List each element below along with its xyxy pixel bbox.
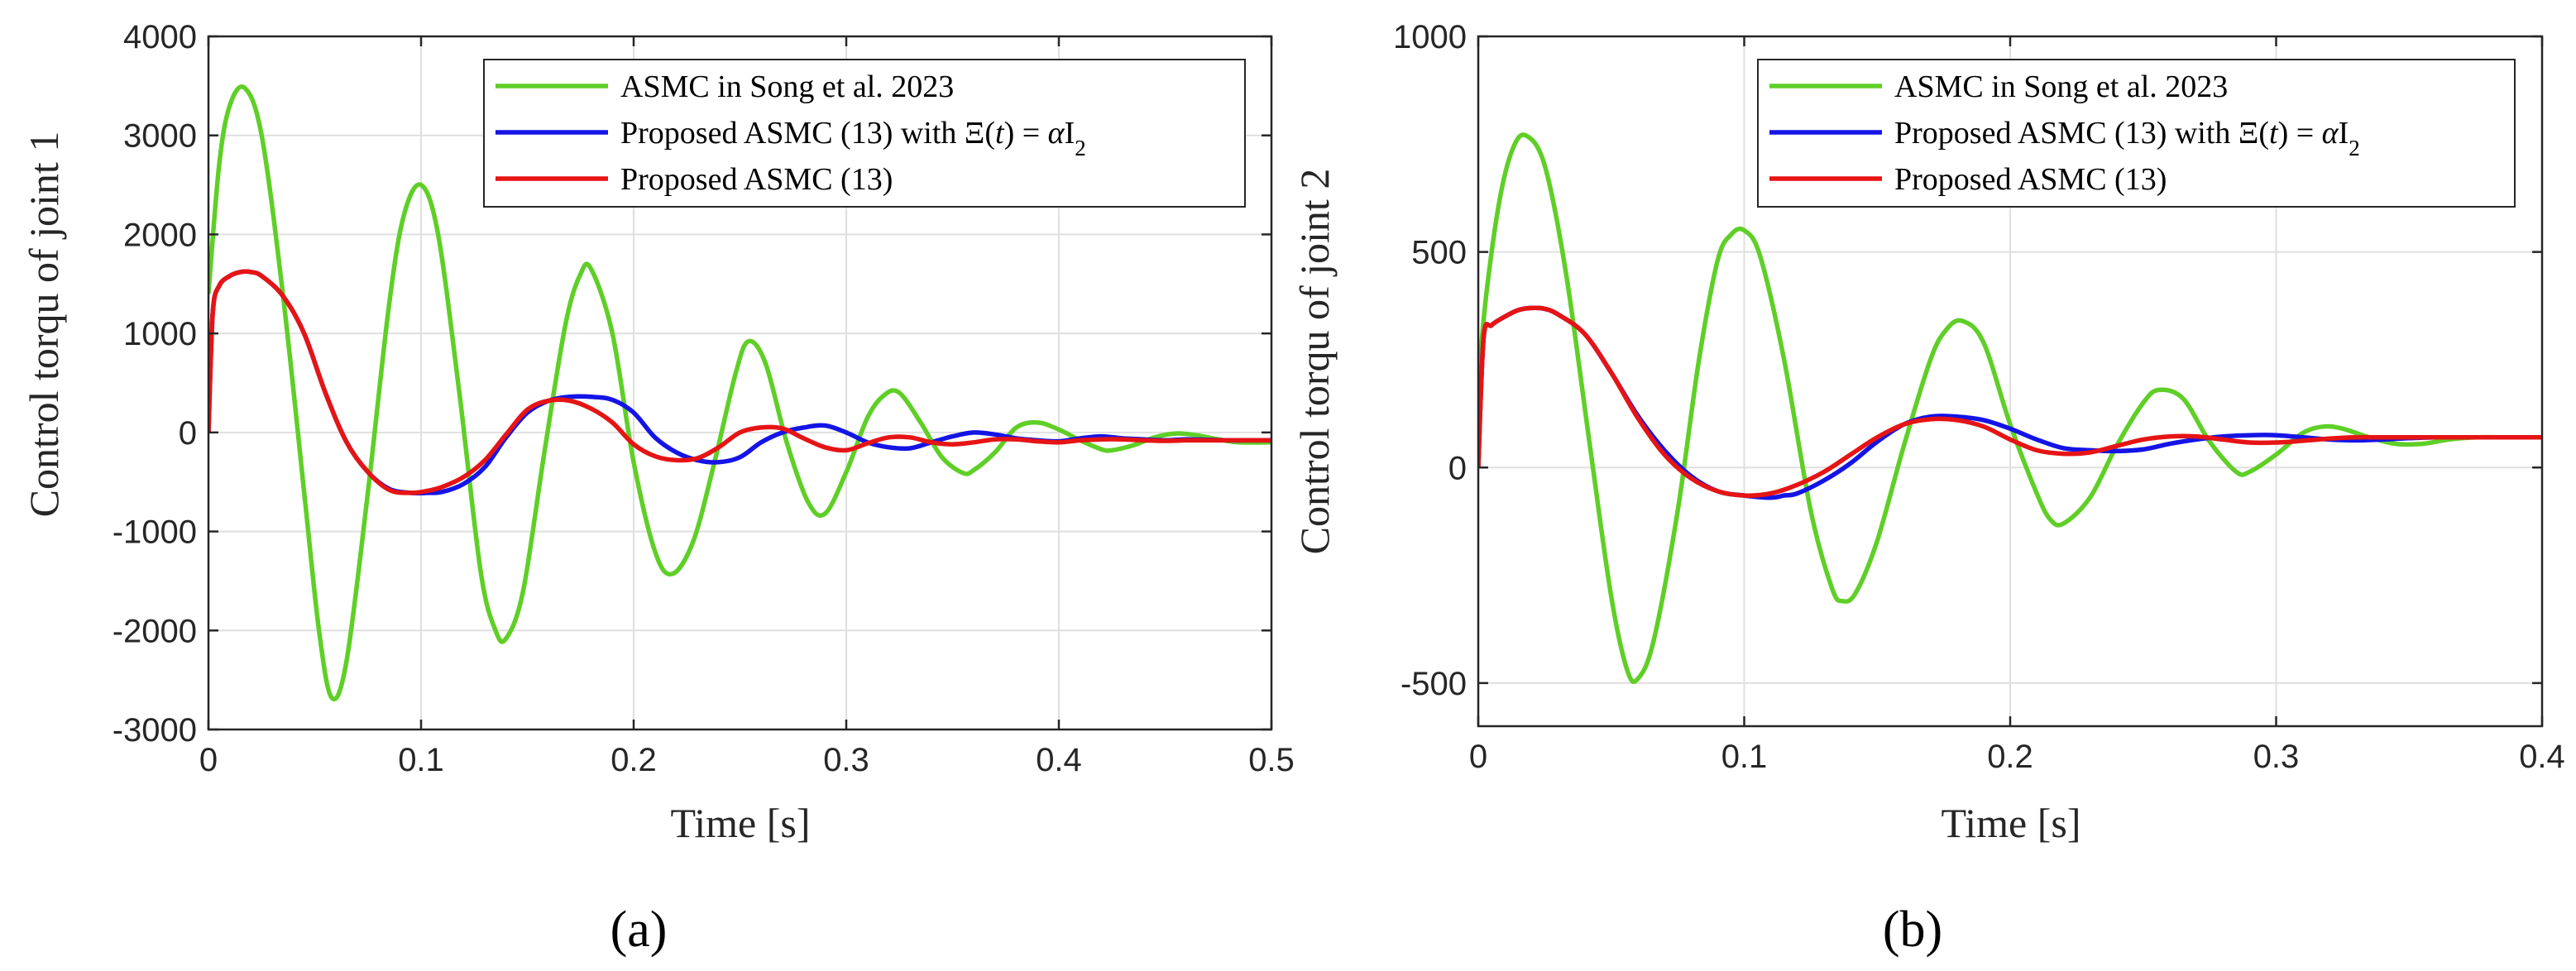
series-line-b-3 [1478,305,2542,498]
legend-label-a-2: Proposed ASMC (13) with Ξ(t) = αI2 [620,116,1086,160]
series-line-b-1 [1478,132,2542,684]
ticks-b: 0 0.1 0.2 0.3 0.4 -500 0 500 1000 [1393,19,2565,775]
y-tick-label: 1000 [1393,19,1467,55]
y-tick-label: -1000 [113,514,197,551]
x-tick-label: 0.5 [1248,742,1295,778]
x-tick-label: 0.2 [610,742,657,778]
y-tick-label: -2000 [113,613,197,649]
legend-b: ASMC in Song et al. 2023 Proposed ASMC (1… [1757,59,2516,208]
x-tick-label: 0 [1469,739,1487,775]
plot-area-a [208,84,1271,701]
x-tick-label: 0.2 [1987,739,2033,775]
y-tick-label: -3000 [113,712,197,749]
y-tick-label: 0 [179,415,197,452]
panel-label-b: (b) [1883,902,1942,958]
axes-box-a [207,35,1273,731]
legend-box-b [1757,59,2516,208]
legend-box-a [483,59,1246,208]
plot-area-b [1478,132,2542,684]
x-tick-label: 0.3 [2253,739,2300,775]
legend-label-b-2: Proposed ASMC (13) with Ξ(t) = αI2 [1894,116,2360,160]
y-tick-label: -500 [1401,666,1467,702]
series-line-a-3 [208,269,1271,495]
y-axis-label-b: Control torqu of joint 2 [1291,169,1338,555]
x-tick-label: 0 [199,742,218,778]
legend-label-b-1: ASMC in Song et al. 2023 [1894,69,2228,104]
series-line-a-2 [208,269,1271,496]
y-tick-label: 2000 [123,217,197,253]
ticks-a: 0 0.1 0.2 0.3 0.4 0.5 -3000 -2000 -1000 0 1000 2000… [113,19,1295,778]
chart-panel-a: 0 0.1 0.2 0.3 0.4 0.5 -3000 -2000 -1000 0 1000 2000… [21,19,1295,958]
x-tick-label: 0.4 [1036,742,1082,778]
legend-label-a-1: ASMC in Song et al. 2023 [620,69,954,104]
chart-panel-b: 0 0.1 0.2 0.3 0.4 -500 0 500 1000 Time [s] Contr… [1291,19,2565,958]
y-tick-label: 4000 [123,19,197,55]
series-line-a-1 [208,84,1271,701]
y-tick-label: 500 [1411,235,1467,271]
y-tick-label: 0 [1448,450,1467,486]
panel-label-a: (a) [610,902,668,958]
y-tick-label: 1000 [123,316,197,352]
x-tick-label: 0.1 [398,742,444,778]
x-tick-label: 0.3 [823,742,869,778]
x-tick-label: 0.4 [2519,739,2565,775]
legend-a: ASMC in Song et al. 2023 Proposed ASMC (1… [483,59,1246,208]
y-tick-label: 3000 [123,118,197,155]
legend-label-a-3: Proposed ASMC (13) [620,162,893,197]
x-axis-label-b: Time [s] [1941,800,2080,846]
legend-label-b-3: Proposed ASMC (13) [1894,162,2167,197]
x-tick-label: 0.1 [1721,739,1768,775]
y-axis-label-a: Control torqu of joint 1 [21,132,67,518]
x-axis-label-a: Time [s] [670,800,810,846]
